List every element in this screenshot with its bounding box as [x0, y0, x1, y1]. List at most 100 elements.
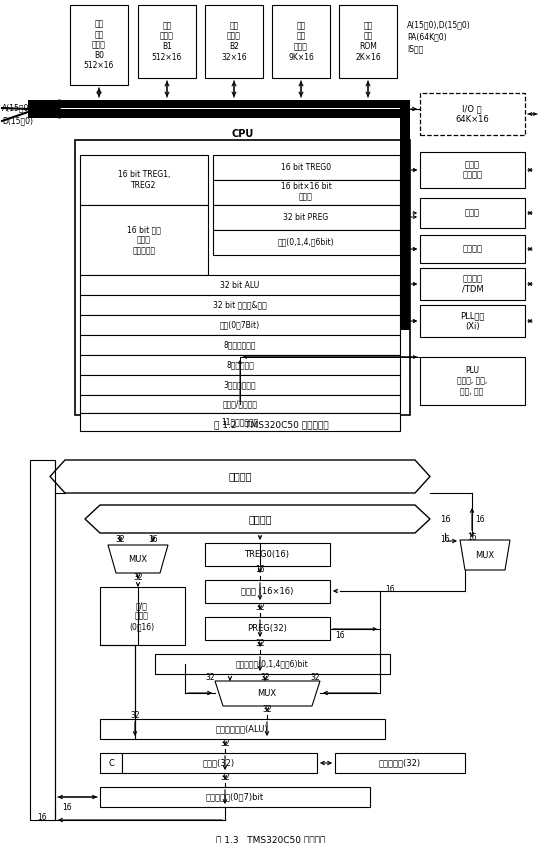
Text: 16 bit×16 bit
乘法器: 16 bit×16 bit 乘法器: [281, 182, 332, 201]
Bar: [28, 109, 408, 118]
Text: 32: 32: [262, 706, 272, 715]
Text: 同步串口: 同步串口: [462, 244, 482, 254]
Bar: [70, 5, 128, 85]
Bar: [213, 180, 400, 205]
Bar: [205, 5, 263, 78]
Text: 定时器: 定时器: [465, 208, 480, 217]
Text: 16: 16: [335, 631, 345, 640]
Bar: [28, 100, 408, 108]
Text: 11个影像寄存器: 11个影像寄存器: [221, 417, 259, 427]
Text: 左移(0～7Bit): 左移(0～7Bit): [220, 320, 260, 330]
Text: 32: 32: [255, 640, 265, 648]
Text: PA(64K～0): PA(64K～0): [407, 33, 447, 41]
Text: 左移(0,1,4,－6bit): 左移(0,1,4,－6bit): [278, 238, 334, 246]
Text: 32: 32: [205, 673, 215, 681]
Text: 数据总线: 数据总线: [248, 514, 272, 524]
Polygon shape: [215, 681, 320, 706]
Text: MUX: MUX: [128, 555, 147, 563]
Text: 累加器缓冲(32): 累加器缓冲(32): [379, 759, 421, 767]
Bar: [205, 543, 330, 566]
Text: 16: 16: [475, 516, 485, 524]
Text: 乘法器 (16×16): 乘法器 (16×16): [241, 587, 293, 595]
Polygon shape: [108, 545, 168, 573]
Bar: [80, 155, 208, 205]
Bar: [80, 375, 400, 395]
Text: MUX: MUX: [257, 689, 276, 697]
Bar: [420, 198, 525, 228]
Text: 16 bit TREG1,
TREG2: 16 bit TREG1, TREG2: [118, 170, 170, 190]
Polygon shape: [460, 540, 510, 570]
Text: C: C: [108, 759, 114, 767]
Text: 16: 16: [385, 586, 395, 594]
Bar: [335, 753, 465, 773]
Text: 左移移位器(0,1,4，－6)bit: 左移移位器(0,1,4，－6)bit: [236, 659, 308, 668]
Bar: [122, 753, 317, 773]
Bar: [420, 357, 525, 405]
Text: 累加器(32): 累加器(32): [203, 759, 235, 767]
Text: 16: 16: [37, 813, 47, 821]
Text: CPU: CPU: [231, 129, 254, 139]
Bar: [75, 140, 410, 415]
Text: 32: 32: [220, 772, 230, 781]
Bar: [420, 152, 525, 188]
Text: 32: 32: [260, 673, 270, 681]
Text: 32: 32: [133, 572, 143, 582]
Text: 16 bit 桶形
移位器
（左，右）: 16 bit 桶形 移位器 （左，右）: [127, 225, 161, 255]
Text: 32: 32: [220, 738, 230, 748]
Text: 32 bit 累加器&缓冲: 32 bit 累加器&缓冲: [213, 300, 267, 309]
Text: D(15～0): D(15～0): [2, 116, 33, 126]
Text: 图 1.2   TMS320C50 功能结构图: 图 1.2 TMS320C50 功能结构图: [214, 421, 328, 429]
Text: 16: 16: [62, 803, 72, 812]
Text: 16: 16: [467, 533, 477, 541]
Bar: [420, 235, 525, 263]
Bar: [205, 580, 330, 603]
Text: 16: 16: [148, 535, 158, 545]
Bar: [213, 230, 400, 255]
Text: TREG0(16): TREG0(16): [244, 550, 289, 559]
Text: 8个辅助寄存器: 8个辅助寄存器: [224, 341, 256, 350]
Text: 16 bit TREG0: 16 bit TREG0: [281, 163, 331, 171]
Text: 算术逻辑单元(ALU): 算术逻辑单元(ALU): [216, 724, 268, 733]
Polygon shape: [85, 505, 430, 533]
Text: 软等待
状态产生: 软等待 状态产生: [462, 160, 482, 180]
Text: 程序
数据
存储器
9K×16: 程序 数据 存储器 9K×16: [288, 21, 314, 62]
Text: 块重复/循环缓冲: 块重复/循环缓冲: [223, 400, 257, 409]
Bar: [205, 617, 330, 640]
Text: PLL锁相
(Xi): PLL锁相 (Xi): [460, 311, 485, 330]
Bar: [80, 413, 400, 431]
Text: 16: 16: [440, 535, 450, 545]
Bar: [100, 719, 385, 739]
Text: 左移移位器(0～7)bit: 左移移位器(0～7)bit: [206, 792, 264, 802]
Text: 同步串口
/TDM: 同步串口 /TDM: [462, 274, 483, 293]
Text: 16: 16: [255, 566, 265, 574]
Text: 32: 32: [255, 603, 265, 611]
Bar: [100, 753, 122, 773]
Text: IS有效: IS有效: [407, 45, 423, 53]
Text: 32: 32: [310, 673, 320, 681]
Bar: [138, 5, 196, 78]
Bar: [80, 275, 400, 295]
Bar: [80, 355, 400, 375]
Text: A(15～0): A(15～0): [2, 104, 33, 112]
Text: I/O 口
64K×16: I/O 口 64K×16: [455, 105, 489, 124]
Text: PLU
位清零, 置位,
测试, 取反: PLU 位清零, 置位, 测试, 取反: [457, 366, 487, 396]
Bar: [420, 305, 525, 337]
Polygon shape: [50, 460, 430, 493]
Bar: [420, 93, 525, 135]
Bar: [272, 5, 330, 78]
Text: 左/右
移位器
(0～16): 左/右 移位器 (0～16): [130, 601, 154, 631]
Bar: [30, 460, 55, 820]
Bar: [420, 268, 525, 300]
Text: 32 bit ALU: 32 bit ALU: [221, 281, 260, 289]
Bar: [213, 205, 400, 230]
Text: 3个状态寄存器: 3个状态寄存器: [224, 380, 256, 389]
Text: 数据
存储器
B2
32×16: 数据 存储器 B2 32×16: [221, 21, 247, 62]
Text: A(15～0),D(15～0): A(15～0),D(15～0): [407, 20, 471, 30]
Text: 图 1.3   TMS320C50 运算单元: 图 1.3 TMS320C50 运算单元: [216, 835, 326, 843]
Polygon shape: [28, 100, 60, 118]
Text: 固化
程序
ROM
2K×16: 固化 程序 ROM 2K×16: [355, 21, 381, 62]
Bar: [100, 787, 370, 807]
Text: PREG(32): PREG(32): [247, 624, 287, 632]
Bar: [213, 155, 400, 180]
Text: MUX: MUX: [475, 550, 494, 560]
